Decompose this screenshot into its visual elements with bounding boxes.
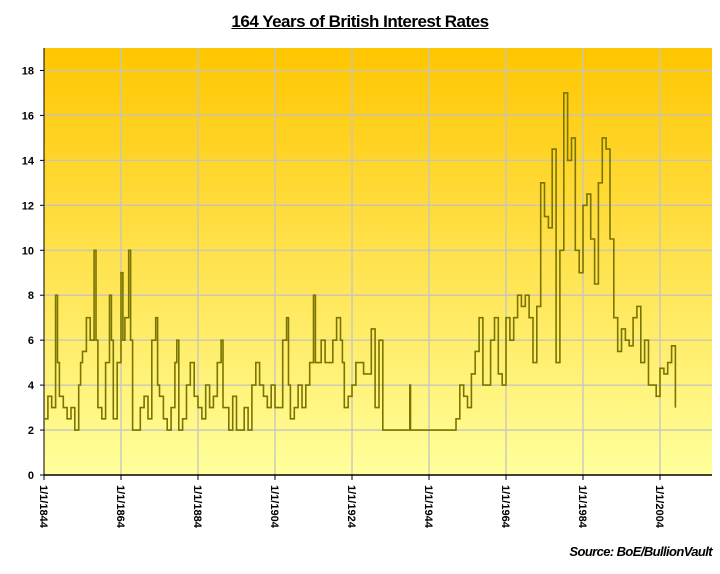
source-note: Source: BoE/BullionVault [569, 544, 712, 559]
x-tick-label: 1/1/1984 [576, 485, 588, 529]
y-tick-label: 12 [22, 200, 34, 212]
y-tick-label: 14 [22, 155, 35, 167]
x-tick-label: 1/1/2004 [653, 485, 665, 529]
y-tick-label: 4 [28, 380, 35, 392]
plot-area [44, 48, 712, 475]
series-line-bank-rate [44, 92, 677, 431]
x-tick-label: 1/1/1844 [37, 485, 49, 529]
x-tick-label: 1/1/1944 [422, 485, 434, 529]
y-tick-label: 8 [28, 290, 34, 302]
x-tick-label: 1/1/1904 [268, 485, 280, 529]
x-tick-label: 1/1/1864 [114, 485, 126, 529]
x-tick-label: 1/1/1964 [499, 485, 511, 529]
y-tick-label: 18 [22, 65, 34, 77]
y-tick-label: 0 [28, 470, 34, 482]
chart-title: 164 Years of British Interest Rates [231, 12, 489, 31]
y-tick-label: 16 [22, 110, 34, 122]
y-tick-label: 6 [28, 335, 34, 347]
x-tick-label: 1/1/1884 [191, 485, 203, 529]
y-tick-label: 2 [28, 425, 34, 437]
x-tick-label: 1/1/1924 [345, 485, 357, 529]
y-tick-label: 10 [22, 245, 34, 257]
